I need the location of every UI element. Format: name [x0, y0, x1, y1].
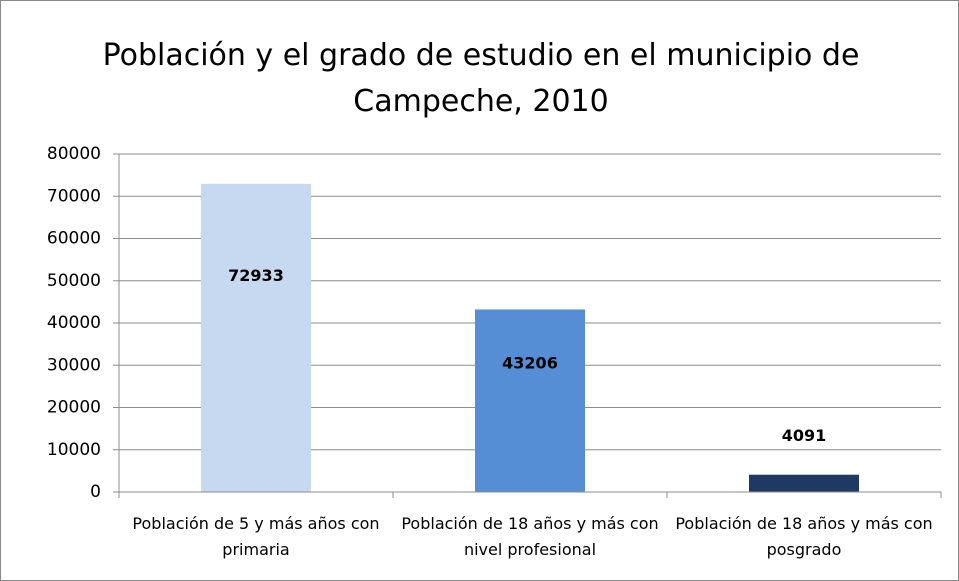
x-tick-label: Población de 5 y más años con primaria [132, 514, 380, 559]
y-tick-label: 50000 [47, 271, 101, 291]
bar [201, 183, 311, 492]
value-label: 4091 [782, 426, 827, 445]
x-tick-label: Población de 18 años y más con posgrado [675, 514, 933, 559]
bar [475, 309, 585, 492]
y-tick-label: 80000 [47, 144, 101, 164]
value-label: 43206 [502, 354, 558, 373]
y-tick-label: 70000 [47, 186, 101, 206]
y-tick-label: 40000 [47, 313, 101, 333]
y-tick-label: 30000 [47, 355, 101, 375]
y-tick-label: 60000 [47, 229, 101, 249]
y-tick-label: 20000 [47, 398, 101, 418]
x-tick-label: Población de 18 años y más con nivel pro… [401, 514, 659, 559]
chart-title: Población y el grado de estudio en el mu… [102, 38, 860, 119]
y-tick-label: 10000 [47, 440, 101, 460]
value-label: 72933 [228, 266, 284, 285]
bar [749, 474, 859, 492]
y-tick-label: 0 [90, 482, 101, 502]
